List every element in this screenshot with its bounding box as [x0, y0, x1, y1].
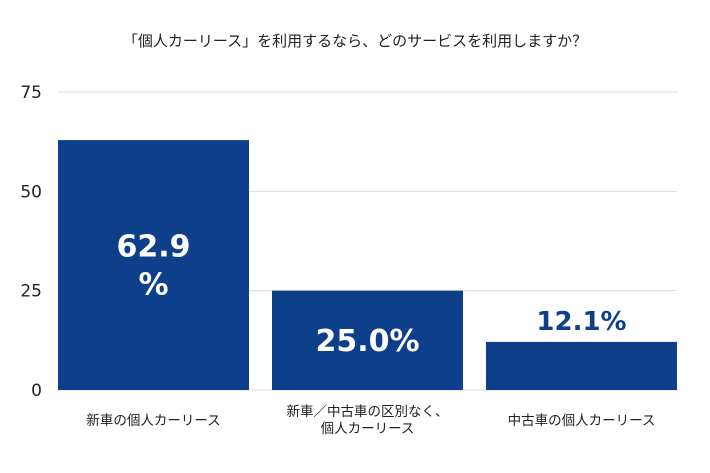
y-tick-label: 50 [20, 182, 42, 202]
bar [486, 341, 677, 390]
x-tick-label-line: 中古車の個人カーリース [507, 413, 656, 429]
y-tick-label: 75 [20, 83, 42, 103]
data-label: 12.1% [536, 307, 626, 337]
x-tick-label-line: 新車の個人カーリース [86, 413, 221, 429]
data-label: 25.0% [315, 324, 419, 359]
y-tick-label: 0 [31, 381, 42, 401]
chart-title: 「個人カーリース」を利用するなら、どのサービスを利用しますか？ [122, 32, 588, 50]
x-tick-label-line: 新車／中古車の区別なく、 [286, 404, 449, 420]
data-label: % [138, 268, 168, 303]
bar [272, 290, 463, 390]
bar [58, 140, 249, 390]
x-tick-label: 新車の個人カーリース [48, 413, 259, 430]
data-label: 62.9 [116, 230, 190, 265]
x-tick-label: 新車／中古車の区別なく、 個人カーリース [262, 404, 473, 438]
x-tick-label-line: 個人カーリース [320, 421, 415, 437]
x-tick-label: 中古車の個人カーリース [476, 413, 687, 430]
y-tick-label: 25 [20, 282, 42, 302]
